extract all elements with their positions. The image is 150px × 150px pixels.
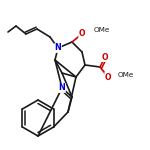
Text: OMe: OMe (94, 27, 110, 33)
Text: N: N (55, 44, 61, 52)
Text: OMe: OMe (118, 72, 134, 78)
Text: N: N (59, 84, 65, 93)
Text: O: O (102, 52, 108, 62)
Text: O: O (105, 72, 111, 81)
Text: O: O (79, 30, 85, 39)
